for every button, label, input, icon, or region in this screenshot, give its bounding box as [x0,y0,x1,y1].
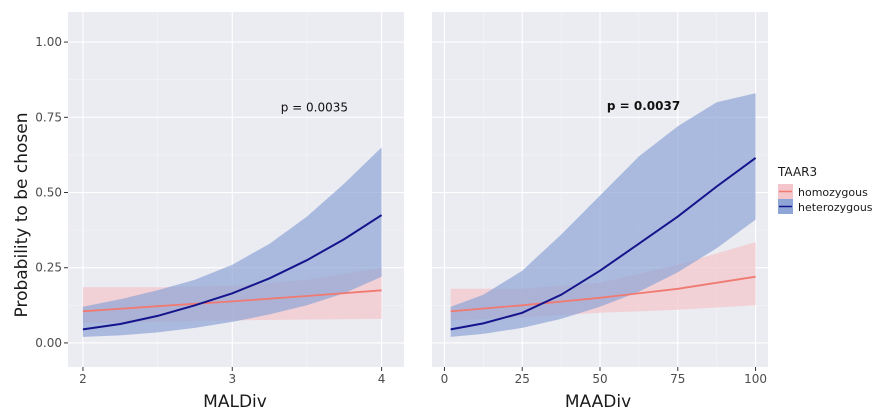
panel-maldiv: 0.00 0.25 0.50 0.75 1.00 2 3 4 p = 0.0035 [35,12,404,386]
confidence-band-heterozygous [82,147,382,337]
y-tick-label: 0.75 [35,110,62,124]
p-value-annotation: p = 0.0035 [281,100,348,114]
x-tick-label: 2 [79,372,87,386]
series-line-heterozygous [82,214,383,331]
x-axis-title-maadiv: MAADiv [565,392,631,412]
x-tick-label: 50 [592,372,607,386]
confidence-band-heterozygous [450,93,756,337]
y-tick-label: 0.00 [35,336,62,350]
legend: TAAR3 homozygous heterozygous [777,165,873,214]
y-axis-title: Probability to be chosen [12,112,32,317]
x-tick-label: 3 [228,372,236,386]
y-tick-label: 0.50 [35,186,62,200]
panel-maadiv: 0 25 50 75 100 p = 0.0037 [432,12,768,386]
x-tick-label: 4 [378,372,386,386]
p-value-annotation: p = 0.0037 [607,99,680,113]
legend-label-homozygous: homozygous [798,186,868,199]
series-line-heterozygous [450,157,757,331]
x-tick-label: 0 [441,372,449,386]
legend-title: TAAR3 [777,165,817,179]
legend-label-heterozygous: heterozygous [798,201,873,214]
series-line-homozygous [82,289,382,313]
x-tick-label: 25 [515,372,530,386]
x-tick-label: 75 [670,372,685,386]
x-tick-label: 100 [744,372,767,386]
y-tick-label: 1.00 [35,35,62,49]
x-axis-title-maldiv: MALDiv [203,392,267,412]
y-tick-label: 0.25 [35,261,62,275]
series-line-homozygous [450,275,756,313]
